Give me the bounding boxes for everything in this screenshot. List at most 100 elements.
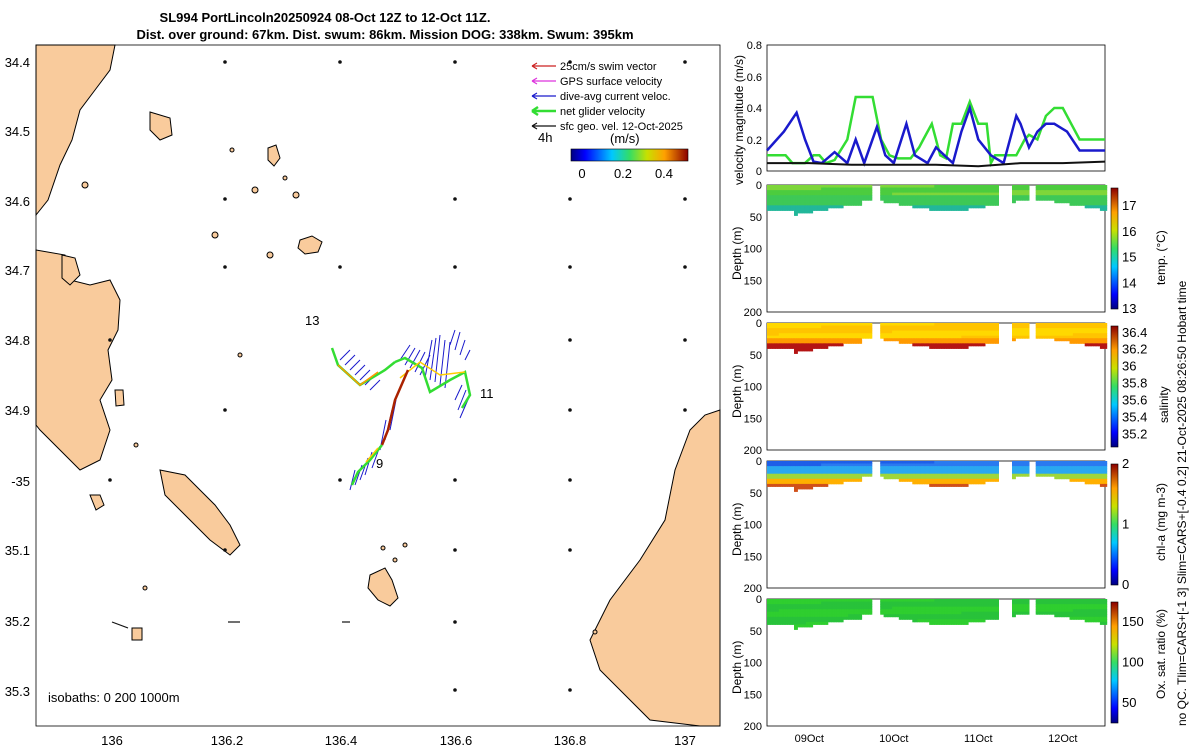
section-cell — [959, 335, 962, 339]
section-cell — [861, 335, 864, 339]
section-cell — [1083, 340, 1086, 344]
section-cell — [909, 190, 912, 194]
section-cell — [849, 187, 852, 191]
section-cell — [1098, 466, 1101, 470]
section-cell — [963, 185, 966, 188]
section-cell — [939, 468, 942, 472]
section-cell — [1061, 471, 1064, 475]
section-cell — [1101, 200, 1104, 204]
section-cell — [866, 190, 869, 194]
section-cell — [912, 473, 915, 477]
section-cell — [770, 345, 773, 349]
section-cell — [1099, 197, 1103, 201]
section-cell — [1101, 483, 1104, 487]
section-cell — [863, 323, 866, 326]
section-cell — [775, 471, 778, 475]
section-cell — [1093, 466, 1096, 470]
section-cell — [824, 323, 827, 326]
section-cell — [973, 343, 976, 347]
section-cell — [821, 330, 824, 334]
section-cell — [789, 335, 792, 339]
section-cell — [782, 185, 785, 188]
section-cell — [920, 335, 923, 339]
section-cell — [1018, 463, 1021, 467]
section-cell — [816, 471, 819, 475]
section-cell — [920, 202, 923, 206]
section-cell — [827, 340, 830, 344]
section-cell — [827, 195, 830, 199]
section-cell — [831, 340, 834, 344]
section-cell — [772, 205, 775, 209]
section-cell — [809, 468, 812, 472]
section-cell — [831, 187, 834, 191]
section-cell — [768, 192, 771, 196]
section-cell — [1089, 473, 1092, 477]
section-cell — [1103, 207, 1106, 211]
section-cell — [849, 325, 852, 329]
section-cell — [836, 481, 839, 485]
section-cell — [880, 192, 883, 196]
section-cell — [817, 200, 820, 204]
section-cell — [829, 466, 832, 470]
section-cell — [861, 195, 864, 199]
section-cell — [1039, 461, 1042, 464]
section-cell — [772, 330, 775, 334]
section-cell — [778, 202, 781, 206]
section-cell — [947, 478, 950, 482]
section-cell — [1035, 466, 1038, 470]
section-cell — [1017, 185, 1020, 188]
section-cell — [768, 328, 771, 332]
section-cell — [1072, 202, 1076, 206]
section-cell — [941, 205, 944, 209]
section-cell — [856, 476, 859, 480]
section-cell — [824, 468, 827, 472]
section-cell — [792, 478, 795, 482]
section-cell — [829, 185, 832, 188]
section-cell — [888, 468, 891, 472]
section-cell — [993, 338, 996, 342]
section-cell — [990, 335, 993, 339]
section-cell — [1059, 338, 1062, 342]
section-cell — [851, 473, 854, 477]
colorbar-tick: 35.6 — [1122, 393, 1147, 408]
section-cell — [1050, 330, 1054, 334]
section-cell — [1061, 192, 1064, 196]
section-cell — [1056, 195, 1059, 199]
section-cell — [814, 333, 817, 337]
section-cell — [770, 616, 773, 620]
section-cell — [934, 466, 937, 470]
section-cell — [800, 210, 803, 214]
section-cell — [1081, 476, 1084, 480]
section-cell — [1054, 195, 1057, 199]
section-cell — [986, 338, 989, 342]
section-cell — [807, 330, 810, 334]
section-cell — [814, 466, 817, 470]
section-cell — [831, 478, 834, 482]
section-cell — [930, 195, 934, 199]
section-cell — [1059, 333, 1062, 337]
section-cell — [1081, 195, 1084, 199]
section-cell — [767, 466, 770, 470]
section-cell — [893, 463, 896, 467]
section-cell — [1103, 471, 1106, 475]
section-cell — [1093, 476, 1096, 480]
section-cell — [927, 338, 930, 342]
section-cell — [976, 478, 979, 482]
section-cell — [794, 185, 797, 188]
section-cell — [768, 185, 771, 188]
section-cell — [920, 195, 923, 199]
section-cell — [1096, 195, 1099, 199]
section-cell — [1086, 323, 1089, 326]
section-cell — [1091, 478, 1094, 482]
section-cell — [924, 471, 927, 475]
section-cell — [912, 192, 915, 196]
section-cell — [932, 473, 935, 477]
section-cell — [858, 195, 861, 199]
section-cell — [920, 481, 923, 485]
section-cell — [795, 210, 798, 214]
section-cell — [1012, 190, 1015, 194]
section-cell — [841, 330, 844, 334]
section-cell — [914, 471, 917, 475]
section-cell — [863, 471, 866, 475]
section-cell — [936, 468, 939, 472]
